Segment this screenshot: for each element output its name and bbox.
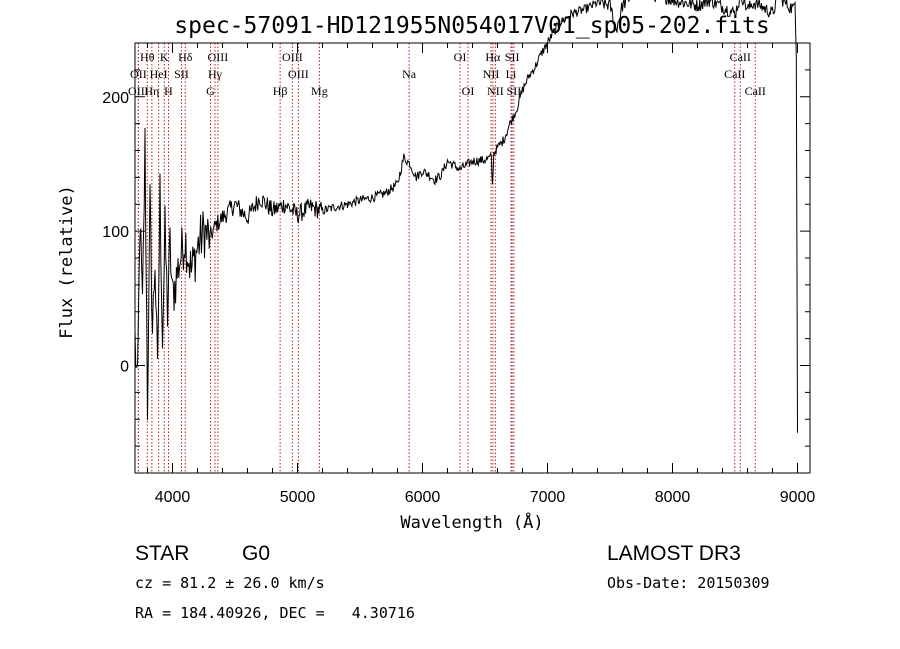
spectral-line-label: OIII [282,50,303,64]
spectral-line-label: CaII [745,84,766,98]
spectral-line-label: H [164,84,173,98]
spectral-line-label: Hα [485,50,501,64]
spectral-line-label: OIII [208,50,229,64]
spectral-line-label: Na [402,67,417,81]
y-tick-label: 100 [102,224,129,241]
spectral-line-labels: Hθ K Hδ OIII OIII OI Hα SII CaII OII HeI SII Hγ OIII N… [128,50,766,98]
x-axis-label: Wavelength (Å) [400,511,543,533]
survey-name: LAMOST DR3 [607,542,741,565]
y-axis-label: Flux (relative) [57,185,77,339]
redshift-cz: cz = 81.2 ± 26.0 km/s [135,574,325,592]
spectral-line-label: HeI [150,67,168,81]
spectral-line-label: Hη [144,84,159,98]
spectral-line-label: CaII [724,67,745,81]
spectral-line-label: OI [462,84,475,98]
spectral-line-label: OIII [128,84,149,98]
x-tick-label: 8000 [655,489,691,506]
coordinates: RA = 184.40926, DEC = 4.30716 [135,604,415,622]
spectral-line-label: OI [454,50,467,64]
x-tick-label: 9000 [780,489,816,506]
spectral-line-label: NII [483,67,500,81]
axis-tick-labels: 4000 5000 6000 7000 8000 9000 0 100 200 [102,90,815,506]
spectral-line-label: NII [487,84,504,98]
spectral-line-label: OII [130,67,147,81]
x-tick-label: 6000 [405,489,441,506]
x-tick-label: 4000 [155,489,191,506]
spectral-line-label: SII [174,67,189,81]
spectral-line-label: Li [506,67,517,81]
y-tick-label: 200 [102,90,129,107]
x-tick-label: 7000 [530,489,566,506]
x-tick-label: 5000 [280,489,316,506]
spectral-line-label: Hβ [273,84,288,98]
spectral-line-label: Hθ [140,50,155,64]
plot-frame [134,42,811,474]
spectral-line-label: CaII [730,50,751,64]
spectral-line-markers [137,43,756,473]
chart-title: spec-57091-HD121955N054017V01_sp05-202.f… [174,13,769,39]
spectral-line-label: G [206,84,215,98]
spectral-line-label: OIII [288,67,309,81]
subclass: G0 [242,542,270,565]
object-class: STAR [135,542,189,565]
spectral-line-label: Mg [311,84,328,98]
observation-date: Obs-Date: 20150309 [607,574,770,592]
spectral-line-label: Hδ [178,50,193,64]
series-flux [134,0,798,433]
spectral-line-label: Hγ [208,67,223,81]
spectral-line-label: SII [505,50,520,64]
axis-ticks [135,42,810,473]
y-tick-label: 0 [120,359,129,376]
spectral-line-label: SII [507,84,522,98]
spectral-line-label: K [160,50,169,64]
